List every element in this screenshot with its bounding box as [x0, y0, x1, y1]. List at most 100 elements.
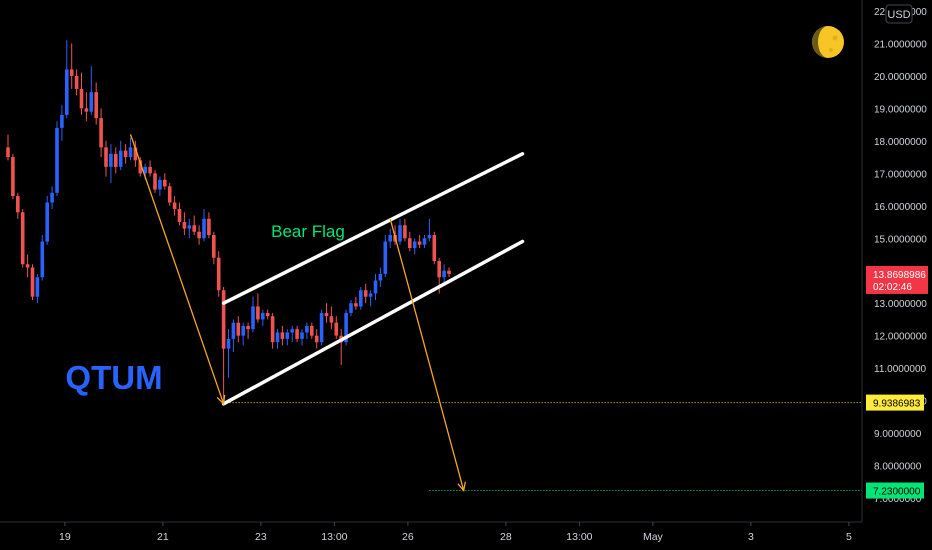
candle: [55, 121, 59, 197]
candle: [427, 218, 432, 242]
candle-body: [265, 312, 270, 317]
candle-body: [216, 257, 221, 291]
candle-body: [388, 235, 392, 242]
candle: [163, 173, 167, 190]
candle-body: [368, 293, 373, 297]
channel-lower-line[interactable]: [221, 239, 525, 406]
candle: [344, 309, 348, 346]
candles-layer: [6, 40, 451, 404]
candle-body: [344, 312, 348, 343]
candle: [182, 212, 187, 236]
arrow-down-1[interactable]: [129, 134, 226, 406]
candle-body: [79, 88, 84, 109]
candle-body: [69, 69, 74, 76]
candle: [359, 286, 363, 310]
candle: [280, 325, 285, 346]
candle-body: [398, 225, 402, 242]
candle-body: [50, 192, 54, 203]
candle: [373, 273, 378, 300]
candle: [40, 235, 45, 281]
candle-body: [6, 147, 10, 158]
candle: [212, 231, 216, 265]
time-tick-label: 23: [255, 531, 267, 543]
candle: [300, 329, 304, 346]
candle-body: [60, 114, 64, 128]
candle-body: [207, 218, 211, 236]
time-tick-label: 5: [846, 531, 852, 543]
candle: [334, 316, 339, 339]
candle-body: [104, 147, 108, 167]
candle-body: [261, 312, 265, 320]
time-axis[interactable]: 19 21 23 13:00 26 28 13:00 May 3 5: [59, 522, 852, 543]
arrow-down-2[interactable]: [389, 218, 467, 492]
candle: [35, 273, 40, 304]
candle: [403, 218, 407, 242]
candle: [261, 309, 265, 326]
time-tick-label: 13:00: [321, 531, 347, 543]
time-tick-label: 21: [157, 531, 169, 543]
candle-body: [118, 150, 123, 167]
price-tick-label: 12.0000000: [874, 332, 927, 343]
drawing-layer[interactable]: [129, 134, 863, 492]
candle-body: [109, 153, 113, 167]
candle: [6, 134, 10, 161]
candle-body: [74, 75, 79, 89]
candle: [192, 215, 196, 236]
candle-body: [270, 316, 275, 343]
candle-body: [148, 166, 152, 174]
candle: [172, 196, 177, 216]
support-price-tag-box: [866, 394, 924, 411]
candle: [368, 290, 373, 307]
moon-icon: [812, 26, 844, 58]
candle-body: [138, 160, 143, 174]
candle-body: [246, 325, 250, 330]
candle: [314, 329, 319, 349]
candle: [354, 296, 358, 310]
candle: [177, 202, 182, 226]
candle: [187, 218, 192, 239]
support-price-tag-text: 9.9386983: [873, 399, 921, 410]
price-tick-label: 20.0000000: [874, 72, 927, 83]
candle: [167, 183, 172, 206]
candle: [231, 319, 236, 352]
candle: [45, 196, 49, 245]
support-price-tag: 9.9386983: [866, 394, 924, 411]
candle: [256, 293, 260, 323]
candle-body: [349, 303, 353, 313]
candle: [265, 309, 270, 320]
candle: [158, 176, 162, 197]
candle-body: [35, 277, 40, 297]
candle-body: [163, 179, 167, 187]
candle: [329, 306, 334, 330]
candle: [202, 209, 206, 242]
candle-body: [143, 166, 147, 174]
arrow-shaft: [129, 134, 225, 405]
candle: [408, 231, 412, 252]
arrow-head: [216, 394, 226, 406]
candle: [398, 218, 402, 245]
channel-upper-line[interactable]: [221, 152, 525, 305]
candle-body: [226, 338, 231, 349]
candle: [432, 231, 437, 265]
price-tick-label: 21.0000000: [874, 39, 927, 50]
target-price-tag: 7.2300000: [866, 482, 924, 499]
arrow-shaft: [389, 218, 465, 491]
candle: [417, 235, 422, 249]
candle: [363, 283, 368, 304]
candle: [216, 251, 221, 297]
candle-body: [94, 92, 98, 119]
candle: [270, 312, 275, 349]
candle: [20, 209, 25, 268]
price-tick-label: 9.0000000: [874, 429, 922, 440]
candle-body: [373, 280, 378, 294]
candle-body: [212, 235, 216, 258]
currency-label: USD: [887, 9, 910, 21]
candle-body: [437, 260, 441, 278]
currency-badge[interactable]: USD: [885, 4, 913, 24]
candle-body: [45, 202, 49, 242]
candle: [11, 153, 15, 200]
price-tick-label: 15.0000000: [874, 234, 927, 245]
candle-body: [383, 241, 388, 274]
